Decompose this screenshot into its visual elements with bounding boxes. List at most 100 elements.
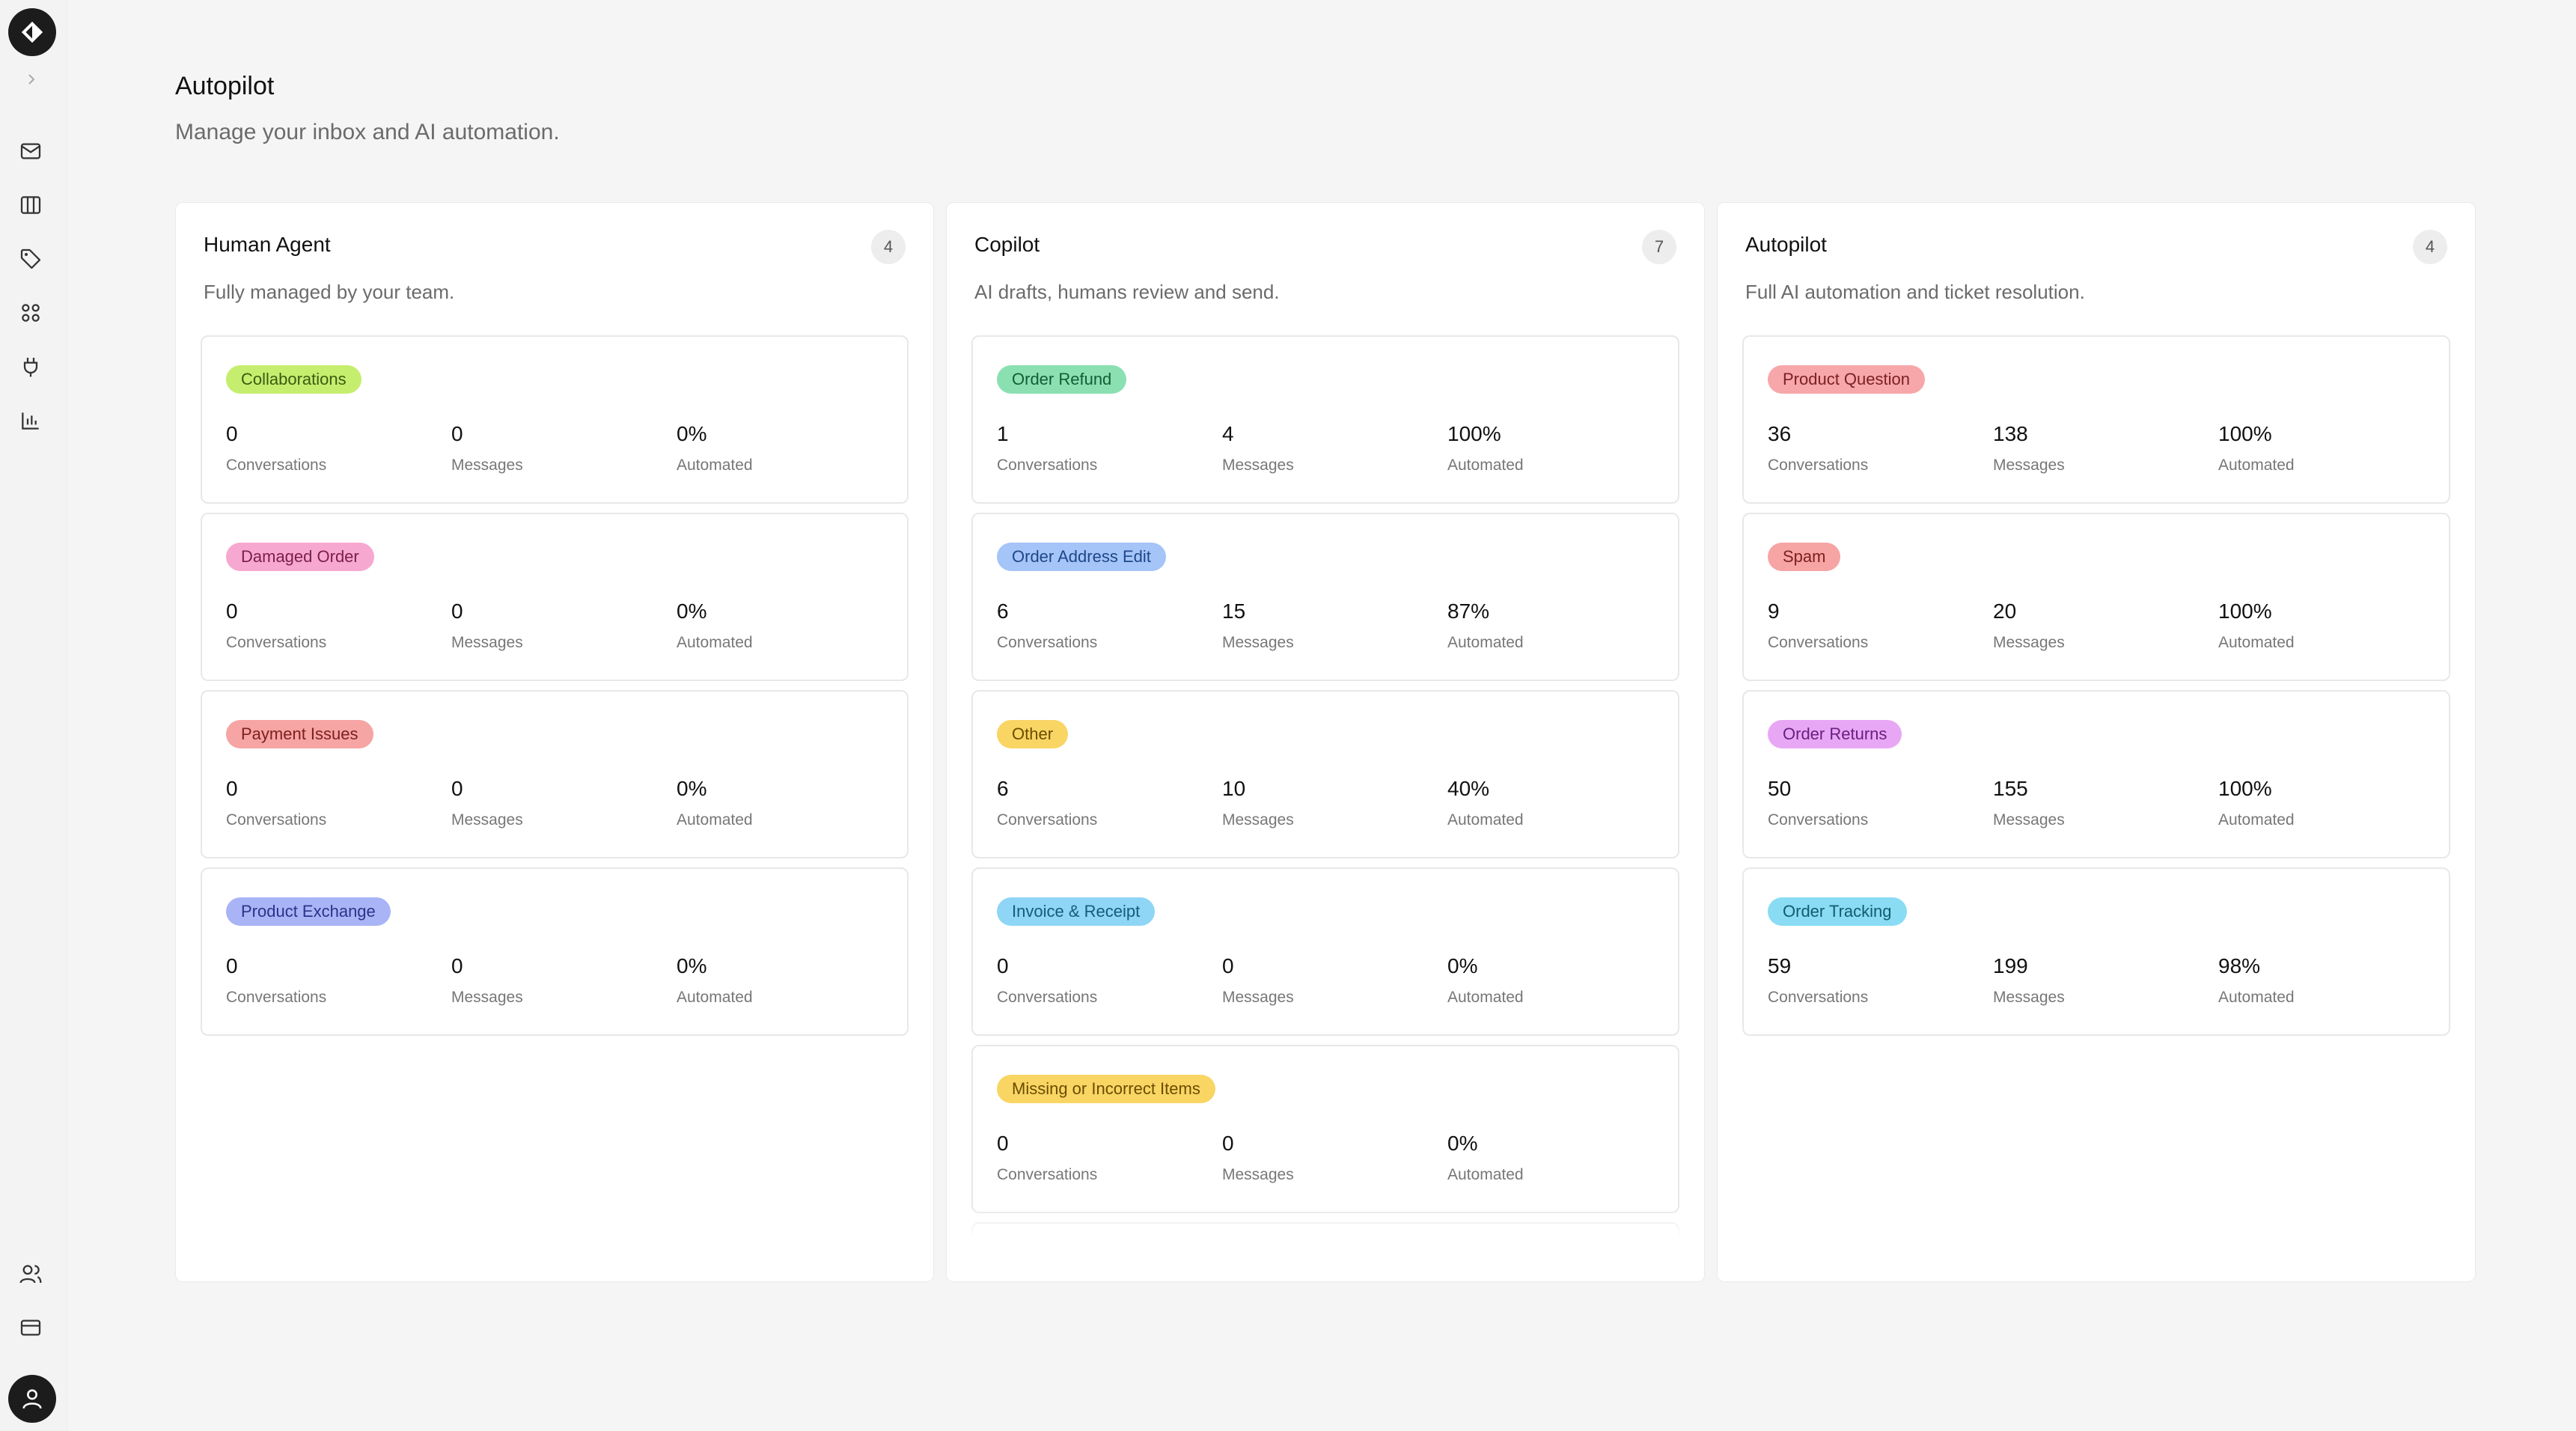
automated-value: 100% [1447, 422, 1501, 445]
messages-stat: 138 Messages [1993, 422, 2065, 475]
conversations-label: Conversations [997, 457, 1098, 474]
messages-stat: 0 Messages [1222, 1132, 1294, 1184]
conversations-stat: 0 Conversations [226, 954, 326, 1007]
logo-icon[interactable] [8, 8, 56, 56]
messages-stat: 0 Messages [451, 777, 523, 829]
automated-stat: 100% Automated [2218, 599, 2295, 652]
messages-stat: 0 Messages [451, 599, 523, 652]
automated-label: Automated [2218, 457, 2295, 474]
conversations-label: Conversations [997, 989, 1098, 1006]
page-title: Autopilot [175, 72, 275, 100]
chevron-right-icon[interactable] [22, 70, 40, 88]
automated-stat: 0% Automated [1447, 1132, 1524, 1184]
automated-value: 100% [2218, 777, 2272, 800]
scroll-fade [947, 1206, 1704, 1251]
conversations-stat: 36 Conversations [1768, 422, 1868, 475]
automated-stat: 100% Automated [1447, 422, 1524, 475]
automated-value: 0% [677, 422, 707, 445]
category-card[interactable]: Order Refund 1 Conversations 4 Messages 100% A… [971, 335, 1679, 504]
category-card[interactable]: Product Question 36 Conversations 138 Messag… [1742, 335, 2450, 504]
category-tag: Order Tracking [1768, 897, 1907, 926]
category-tag: Order Address Edit [997, 543, 1166, 571]
messages-label: Messages [1222, 1166, 1294, 1183]
tag-icon[interactable] [17, 245, 44, 272]
automated-stat: 0% Automated [677, 599, 753, 652]
conversations-value: 0 [997, 954, 1009, 977]
conversations-value: 6 [997, 599, 1009, 623]
category-tag: Spam [1768, 543, 1841, 571]
messages-value: 20 [1993, 599, 2017, 623]
conversations-label: Conversations [1768, 457, 1869, 474]
messages-label: Messages [1993, 457, 2065, 474]
columns-icon[interactable] [17, 192, 44, 219]
category-card[interactable]: Spam 9 Conversations 20 Messages 100% Automate… [1742, 513, 2450, 681]
conversations-stat: 0 Conversations [226, 599, 326, 652]
messages-value: 10 [1222, 777, 1246, 800]
card-list: Order Refund 1 Conversations 4 Messages 100% A… [971, 335, 1679, 1281]
messages-label: Messages [451, 811, 523, 829]
column-autopilot: Autopilot 4 Full AI automation and ticket … [1717, 202, 2476, 1282]
messages-value: 138 [1993, 422, 2028, 445]
automated-value: 0% [677, 777, 707, 800]
messages-stat: 4 Messages [1222, 422, 1294, 475]
chart-icon[interactable] [17, 407, 44, 434]
category-card[interactable]: Product Exchange 0 Conversations 0 Messages 0… [201, 867, 909, 1036]
category-card[interactable]: Order Tracking 59 Conversations 199 Messages… [1742, 867, 2450, 1036]
automated-stat: 87% Automated [1447, 599, 1524, 652]
conversations-stat: 0 Conversations [226, 777, 326, 829]
category-card[interactable]: Invoice & Receipt 0 Conversations 0 Messages… [971, 867, 1679, 1036]
conversations-label: Conversations [1768, 634, 1869, 651]
category-card[interactable]: Missing or Incorrect Items 0 Conversations… [971, 1045, 1679, 1213]
messages-value: 155 [1993, 777, 2028, 800]
automated-label: Automated [1447, 1166, 1524, 1183]
credit-card-icon[interactable] [17, 1314, 44, 1341]
messages-label: Messages [1993, 989, 2065, 1006]
conversations-label: Conversations [226, 634, 327, 651]
automated-label: Automated [1447, 811, 1524, 829]
automated-stat: 0% Automated [677, 954, 753, 1007]
category-card[interactable]: Payment Issues 0 Conversations 0 Messages 0% A… [201, 690, 909, 858]
column-human-agent: Human Agent 4 Fully managed by your team. C… [175, 202, 934, 1282]
conversations-value: 6 [997, 777, 1009, 800]
conversations-label: Conversations [226, 457, 327, 474]
conversations-label: Conversations [1768, 989, 1869, 1006]
category-card[interactable]: Other 6 Conversations 10 Messages 40% Automate… [971, 690, 1679, 858]
automated-value: 40% [1447, 777, 1490, 800]
automated-stat: 0% Automated [677, 777, 753, 829]
messages-value: 0 [451, 777, 463, 800]
messages-label: Messages [1222, 989, 1294, 1006]
column-description: AI drafts, humans review and send. [974, 281, 1280, 303]
conversations-stat: 9 Conversations [1768, 599, 1868, 652]
column-description: Full AI automation and ticket resolution… [1745, 281, 2085, 303]
conversations-label: Conversations [997, 1166, 1098, 1183]
category-tag: Collaborations [226, 365, 361, 394]
users-icon[interactable] [17, 1260, 44, 1287]
mail-icon[interactable] [17, 138, 44, 165]
messages-stat: 199 Messages [1993, 954, 2065, 1007]
conversations-value: 0 [226, 599, 238, 623]
conversations-stat: 6 Conversations [997, 599, 1097, 652]
category-card[interactable]: Order Address Edit 6 Conversations 15 Messag… [971, 513, 1679, 681]
sidebar [0, 0, 67, 1431]
conversations-value: 1 [997, 422, 1009, 445]
apps-icon[interactable] [17, 299, 44, 326]
user-icon[interactable] [8, 1375, 56, 1423]
automated-label: Automated [1447, 989, 1524, 1006]
card-list: Collaborations 0 Conversations 0 Messages 0% A… [201, 335, 909, 1045]
messages-label: Messages [1222, 457, 1294, 474]
automated-label: Automated [677, 989, 753, 1006]
automated-value: 100% [2218, 422, 2272, 445]
messages-value: 0 [451, 954, 463, 977]
conversations-stat: 50 Conversations [1768, 777, 1868, 829]
category-card[interactable]: Order Returns 50 Conversations 155 Messages 1… [1742, 690, 2450, 858]
category-card[interactable]: Damaged Order 0 Conversations 0 Messages 0% Au… [201, 513, 909, 681]
messages-label: Messages [451, 457, 523, 474]
category-card[interactable]: Collaborations 0 Conversations 0 Messages 0% A… [201, 335, 909, 504]
column-title: Copilot [974, 233, 1040, 256]
conversations-stat: 0 Conversations [997, 954, 1097, 1007]
category-tag: Product Exchange [226, 897, 391, 926]
plug-icon[interactable] [17, 353, 44, 380]
automated-stat: 0% Automated [677, 422, 753, 475]
automated-label: Automated [677, 457, 753, 474]
conversations-label: Conversations [226, 811, 327, 829]
